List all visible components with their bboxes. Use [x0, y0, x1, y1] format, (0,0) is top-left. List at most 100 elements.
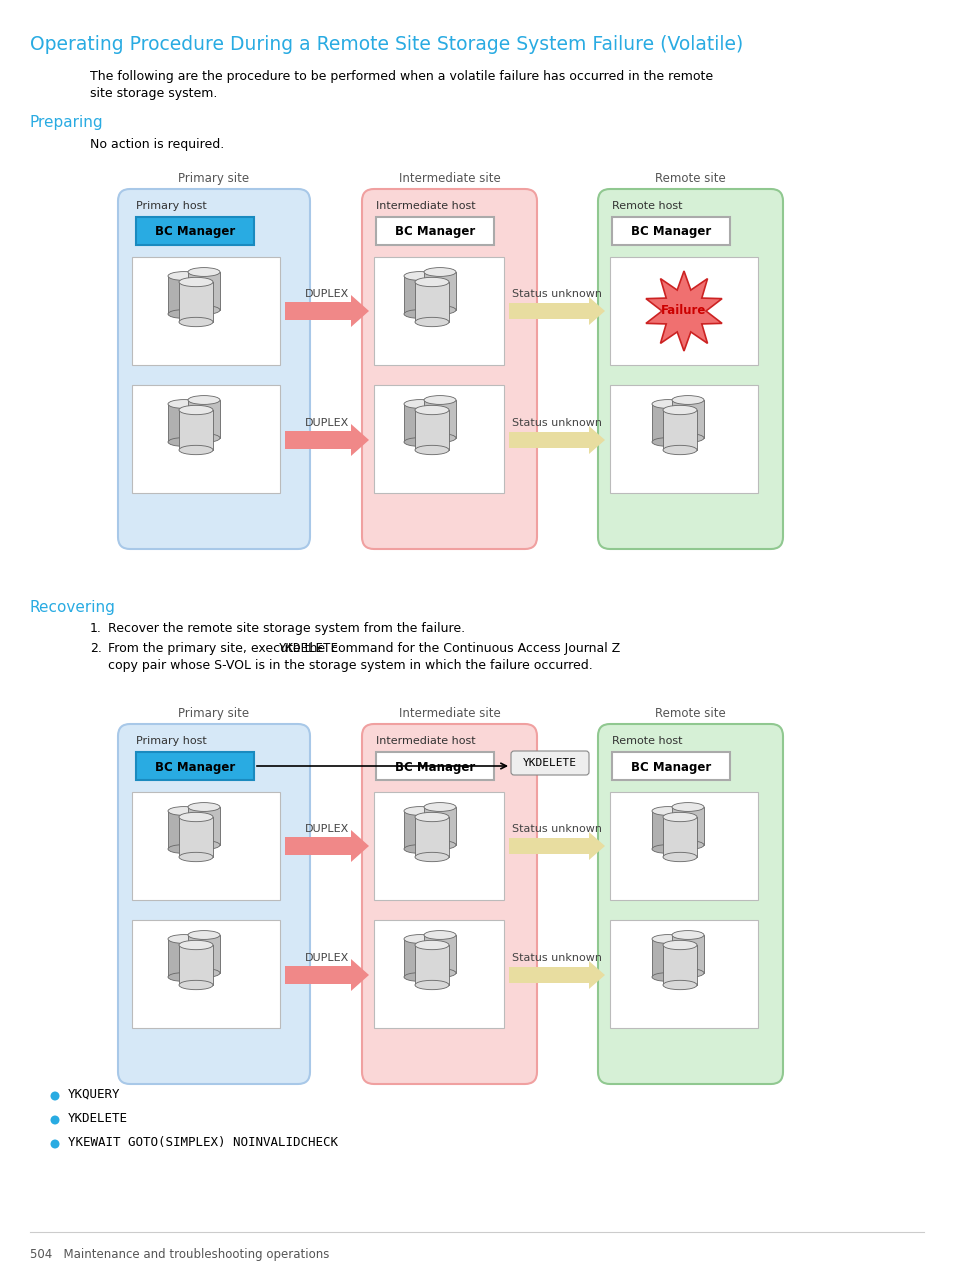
Text: BC Manager: BC Manager — [395, 760, 475, 774]
Ellipse shape — [168, 807, 200, 816]
Ellipse shape — [179, 980, 213, 990]
Ellipse shape — [423, 840, 456, 849]
Ellipse shape — [403, 807, 436, 816]
Text: BC Manager: BC Manager — [630, 225, 710, 239]
Ellipse shape — [168, 972, 200, 981]
Bar — [671, 935, 703, 974]
Ellipse shape — [168, 399, 200, 408]
Ellipse shape — [671, 802, 703, 811]
Text: Primary host: Primary host — [136, 736, 207, 746]
Ellipse shape — [662, 405, 697, 414]
Ellipse shape — [415, 318, 449, 327]
Text: 504   Maintenance and troubleshooting operations: 504 Maintenance and troubleshooting oper… — [30, 1248, 329, 1261]
Ellipse shape — [403, 437, 436, 446]
Ellipse shape — [403, 310, 436, 319]
Polygon shape — [588, 961, 604, 989]
Ellipse shape — [415, 853, 449, 862]
FancyBboxPatch shape — [511, 751, 588, 775]
Bar — [403, 276, 436, 314]
Bar — [651, 404, 683, 442]
Text: YKQUERY: YKQUERY — [68, 1088, 120, 1101]
Text: Intermediate site: Intermediate site — [398, 172, 500, 186]
Ellipse shape — [671, 395, 703, 404]
Ellipse shape — [188, 930, 220, 939]
Text: Failure: Failure — [660, 305, 706, 318]
Bar — [423, 935, 456, 974]
Bar — [403, 939, 436, 977]
Ellipse shape — [403, 399, 436, 408]
Ellipse shape — [168, 845, 200, 853]
Text: Status unknown: Status unknown — [512, 953, 601, 963]
Ellipse shape — [188, 840, 220, 849]
Bar — [168, 276, 200, 314]
Bar — [671, 807, 703, 845]
Text: Primary site: Primary site — [178, 172, 250, 186]
Text: The following are the procedure to be performed when a volatile failure has occu: The following are the procedure to be pe… — [90, 70, 713, 83]
Bar — [609, 257, 758, 365]
Bar — [168, 939, 200, 977]
Text: copy pair whose S-VOL is in the storage system in which the failure occurred.: copy pair whose S-VOL is in the storage … — [108, 658, 592, 672]
Ellipse shape — [662, 941, 697, 949]
Polygon shape — [351, 830, 369, 862]
Ellipse shape — [179, 405, 213, 414]
FancyBboxPatch shape — [118, 189, 310, 549]
Bar — [179, 282, 213, 322]
Ellipse shape — [188, 802, 220, 811]
Ellipse shape — [415, 812, 449, 821]
Bar — [285, 966, 351, 984]
Text: YKEWAIT GOTO(SIMPLEX) NOINVALIDCHECK: YKEWAIT GOTO(SIMPLEX) NOINVALIDCHECK — [68, 1136, 337, 1149]
Circle shape — [51, 1140, 59, 1149]
Polygon shape — [588, 833, 604, 860]
Bar — [285, 431, 351, 449]
Ellipse shape — [423, 395, 456, 404]
Ellipse shape — [179, 445, 213, 455]
Bar — [375, 752, 494, 780]
Text: Intermediate host: Intermediate host — [375, 736, 476, 746]
Bar — [179, 946, 213, 985]
Text: YKDELETE: YKDELETE — [68, 1112, 128, 1125]
Bar — [423, 400, 456, 438]
Ellipse shape — [651, 807, 683, 816]
Ellipse shape — [671, 840, 703, 849]
Ellipse shape — [403, 272, 436, 281]
Bar — [136, 752, 253, 780]
Text: Preparing: Preparing — [30, 114, 104, 130]
Bar — [188, 400, 220, 438]
Ellipse shape — [403, 934, 436, 943]
FancyBboxPatch shape — [598, 724, 782, 1084]
Circle shape — [51, 1092, 59, 1101]
Bar — [509, 302, 588, 319]
FancyBboxPatch shape — [598, 189, 782, 549]
Text: Recover the remote site storage system from the failure.: Recover the remote site storage system f… — [108, 622, 465, 636]
Ellipse shape — [662, 812, 697, 821]
Ellipse shape — [179, 318, 213, 327]
Bar — [374, 920, 503, 1028]
Polygon shape — [351, 295, 369, 327]
Bar — [179, 817, 213, 857]
Ellipse shape — [168, 934, 200, 943]
Text: DUPLEX: DUPLEX — [305, 289, 349, 299]
Bar — [671, 400, 703, 438]
Ellipse shape — [415, 941, 449, 949]
Text: 1.: 1. — [90, 622, 102, 636]
Bar — [662, 946, 697, 985]
Ellipse shape — [179, 853, 213, 862]
Text: DUPLEX: DUPLEX — [305, 418, 349, 428]
Text: Status unknown: Status unknown — [512, 824, 601, 834]
Polygon shape — [645, 271, 721, 351]
Ellipse shape — [651, 845, 683, 853]
Text: From the primary site, execute the: From the primary site, execute the — [108, 642, 329, 655]
Ellipse shape — [188, 395, 220, 404]
Bar — [612, 752, 729, 780]
Polygon shape — [351, 425, 369, 456]
Bar — [179, 411, 213, 450]
Ellipse shape — [179, 812, 213, 821]
Ellipse shape — [168, 437, 200, 446]
Text: Remote site: Remote site — [655, 172, 725, 186]
Ellipse shape — [662, 980, 697, 990]
Ellipse shape — [188, 433, 220, 442]
Ellipse shape — [179, 277, 213, 287]
Ellipse shape — [179, 941, 213, 949]
Bar — [609, 792, 758, 900]
Text: site storage system.: site storage system. — [90, 86, 217, 100]
